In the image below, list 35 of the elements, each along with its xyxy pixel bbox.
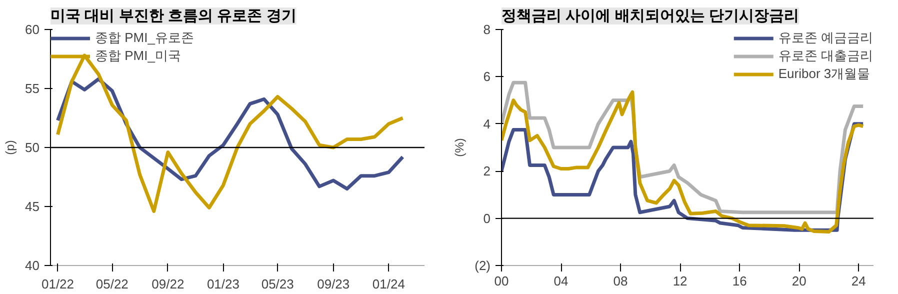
y-tick-label: 55 — [25, 81, 40, 96]
x-tick-label: 00 — [494, 274, 509, 288]
line-series — [502, 90, 865, 234]
x-tick-label: 09/23 — [317, 276, 350, 292]
x-tick-label: 01/24 — [372, 276, 405, 292]
y-axis-title: (%) — [452, 138, 467, 157]
legend-label: 종합 PMI_미국 — [95, 47, 181, 65]
y-tick-label: 60 — [25, 22, 40, 37]
y-tick-label: 40 — [25, 258, 40, 273]
y-tick-label: 6 — [483, 69, 491, 84]
legend-label: 종합 PMI_유로존 — [95, 29, 194, 47]
legend-label: 유로존 대출금리 — [778, 47, 873, 65]
y-tick-label: 0 — [483, 210, 491, 226]
y-axis-title: (p) — [3, 140, 18, 155]
x-tick-label: 12 — [672, 274, 688, 288]
y-tick-label: (2) — [474, 258, 490, 273]
chart-title: 정책금리 사이에 배치되어있는 단기시장금리 — [502, 8, 800, 24]
x-tick-label: 24 — [851, 274, 866, 288]
x-tick-label: 01/22 — [41, 276, 74, 292]
y-tick-label: 50 — [25, 140, 40, 155]
legend-label: Euribor 3개월물 — [778, 65, 870, 83]
x-tick-label: 08 — [613, 274, 628, 288]
y-tick-label: 4 — [483, 116, 491, 132]
x-tick-label: 01/23 — [206, 276, 240, 292]
x-tick-label: 20 — [792, 274, 806, 288]
x-tick-label: 05/23 — [261, 276, 294, 292]
chart-title: 미국 대비 부진한 흐름의 유로존 경기 — [50, 8, 296, 24]
x-tick-label: 04 — [554, 274, 568, 288]
x-tick-label: 09/22 — [152, 276, 184, 292]
y-tick-label: 45 — [25, 199, 40, 214]
x-tick-label: 05/22 — [96, 276, 128, 292]
legend-label: 유로존 예금금리 — [778, 29, 873, 47]
y-tick-label: 8 — [483, 22, 491, 37]
y-tick-label: 2 — [483, 164, 491, 179]
x-tick-label: 16 — [732, 274, 747, 288]
